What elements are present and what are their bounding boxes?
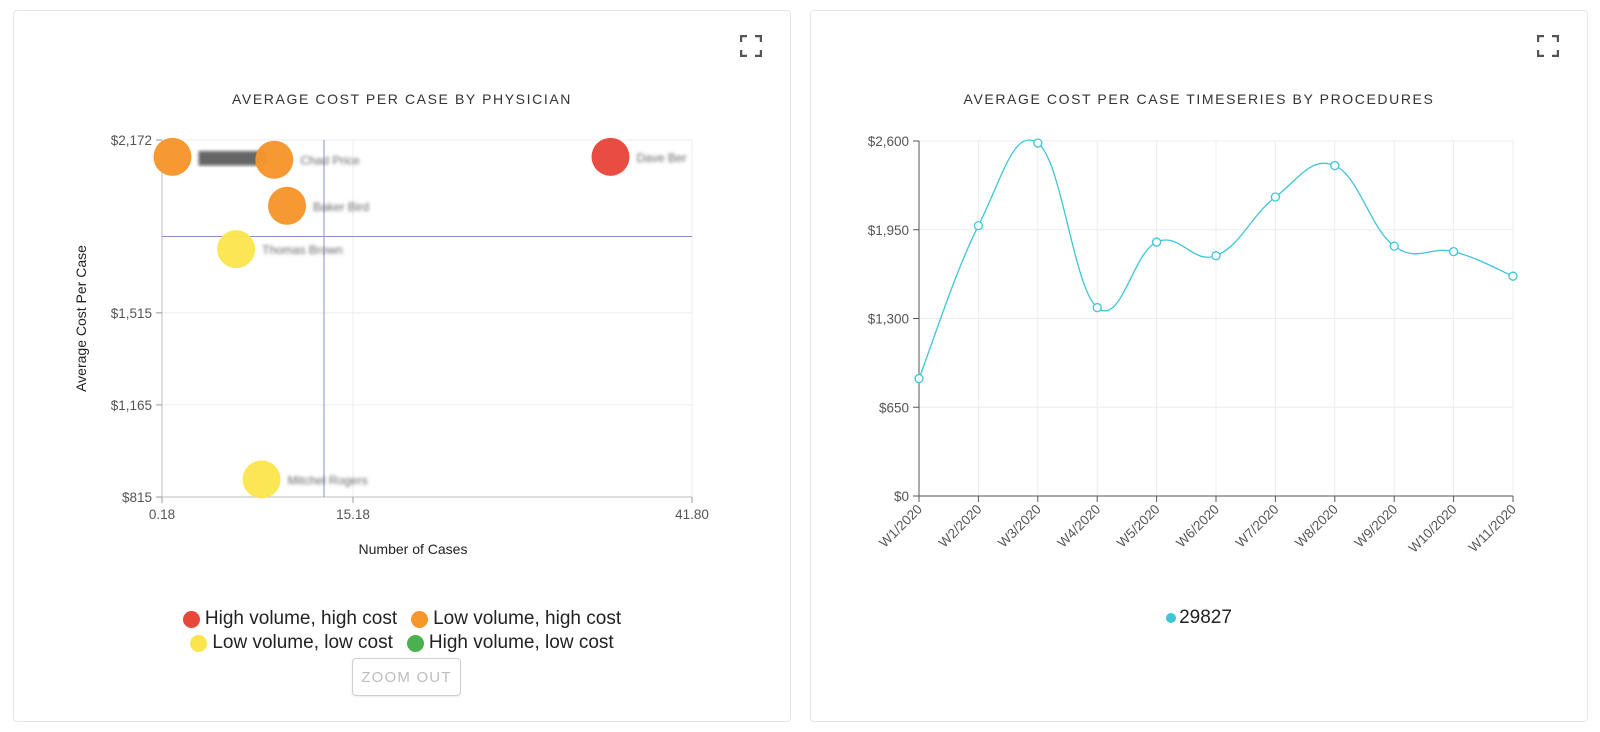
x-tick-label: W11/2020 [1466, 502, 1519, 555]
data-point[interactable] [1151, 237, 1162, 247]
y-tick-label: $1,515 [111, 306, 152, 321]
y-axis-title: Average Cost Per Case [73, 245, 89, 392]
point-label: Thomas Brown [262, 243, 343, 257]
x-tick-label: 15.18 [336, 507, 370, 522]
expand-icon[interactable] [740, 35, 762, 57]
data-point[interactable] [1211, 251, 1221, 261]
scatter-point[interactable] [153, 137, 192, 176]
legend-item-high-volume-high-cost[interactable]: High volume, high cost [182, 607, 398, 631]
legend-label: High volume, high cost [204, 608, 398, 629]
x-tick-label: W9/2020 [1351, 502, 1400, 551]
point-label: Chad Price [300, 154, 360, 168]
data-point[interactable] [1033, 138, 1043, 148]
legend-item-high-volume-low-cost[interactable]: High volume, low cost [406, 631, 614, 655]
x-axis-title: Number of Cases [359, 541, 468, 557]
x-tick-label: W6/2020 [1173, 502, 1222, 551]
data-point[interactable] [1270, 192, 1281, 202]
legend-marker [1166, 613, 1177, 623]
y-tick-label: $650 [879, 400, 909, 415]
x-tick-label: W8/2020 [1292, 502, 1341, 551]
legend-label: Low volume, high cost [433, 608, 622, 629]
x-tick-label: W5/2020 [1114, 502, 1163, 551]
data-point[interactable] [973, 221, 984, 231]
data-point[interactable] [1508, 271, 1518, 281]
scatter-plot: $815 $1,165 $1,515 $2,172 0.18 15.18 41.80 Numb… [73, 133, 709, 557]
zoom-out-button[interactable]: ZOOM OUT [352, 658, 461, 696]
legend-marker [406, 634, 424, 652]
x-tick-label: 41.80 [675, 507, 709, 522]
legend-label: 29827 [1179, 607, 1232, 628]
data-point[interactable] [914, 373, 924, 384]
point-label: Mitchel Rogers [288, 473, 368, 487]
legend-marker [182, 610, 200, 628]
expand-icon[interactable] [1537, 35, 1559, 57]
point-label: Baker Bird [313, 200, 369, 214]
legend-marker [190, 634, 208, 652]
x-tick-label: W2/2020 [936, 502, 985, 551]
chart-title: AVERAGE COST PER CASE TIMESERIES BY PROC… [963, 91, 1435, 107]
y-tick-label: $2,172 [111, 133, 152, 148]
scatter-point[interactable] [255, 140, 294, 179]
scatter-chart-card: AVERAGE COST PER CASE BY PHYSICIAN $815 $… [13, 10, 791, 722]
legend-item-low-volume-low-cost[interactable]: Low volume, low cost [190, 631, 393, 655]
data-point[interactable] [1448, 246, 1459, 257]
x-tick-label: 0.18 [149, 507, 175, 522]
line-legend[interactable]: 29827 [811, 607, 1587, 629]
legend-label: High volume, low cost [428, 632, 614, 653]
y-tick-label: $815 [122, 490, 152, 505]
data-point[interactable] [1092, 302, 1102, 313]
grid [161, 139, 693, 498]
y-tick-label: $0 [894, 489, 909, 504]
x-tick-label: W4/2020 [1054, 502, 1103, 551]
line-chart-card: AVERAGE COST PER CASE TIMESERIES BY PROC… [810, 10, 1588, 722]
x-tick-label: W7/2020 [1233, 502, 1282, 551]
point-label: Dave Ber [637, 151, 687, 165]
grid [918, 140, 1514, 497]
y-tick-label: $1,950 [868, 223, 909, 238]
scatter-point[interactable] [242, 460, 281, 499]
x-tick-label: W3/2020 [995, 502, 1044, 551]
point-label: ████████ [198, 151, 267, 166]
scatter-point[interactable] [217, 230, 256, 269]
scatter-point[interactable] [268, 186, 307, 225]
scatter-legend: High volume, high cost Low volume, high … [14, 607, 790, 655]
legend-item-low-volume-high-cost[interactable]: Low volume, high cost [411, 607, 621, 631]
x-tick-label: W1/2020 [876, 502, 925, 551]
data-point[interactable] [1330, 160, 1340, 171]
y-tick-label: $1,165 [111, 398, 152, 413]
chart-title: AVERAGE COST PER CASE BY PHYSICIAN [232, 91, 572, 107]
data-point[interactable] [1389, 241, 1399, 251]
y-tick-label: $1,300 [868, 312, 909, 327]
line-plot: $0 $650 $1,300 $1,950 $2,600 W1/2020 W2/2020 W3… [868, 134, 1519, 556]
y-tick-label: $2,600 [868, 134, 909, 149]
x-tick-label: W10/2020 [1406, 502, 1460, 556]
scatter-point[interactable] [591, 137, 630, 176]
legend-label: Low volume, low cost [212, 632, 393, 653]
legend-marker [411, 610, 429, 628]
